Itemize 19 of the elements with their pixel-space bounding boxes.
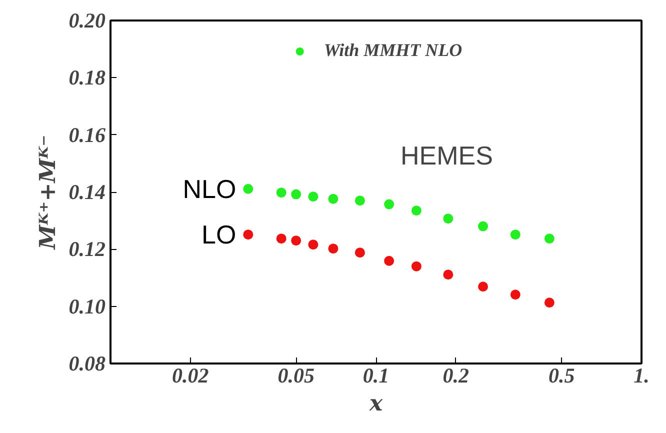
annotation: NLO [182, 174, 236, 204]
x-tick-label: 0.2 [442, 364, 470, 388]
x-axis-title: x [368, 390, 384, 416]
y-axis-title: Mᴷ⁺+Mᴷ⁻ [34, 134, 61, 250]
y-tick-label: 0.10 [68, 294, 106, 318]
annotation: LO [201, 220, 236, 250]
x-tick-label: 0.5 [548, 364, 575, 388]
x-tick-label: 1. [634, 364, 650, 388]
y-tick-label: 0.16 [68, 122, 106, 147]
x-tick-label: 0.1 [362, 364, 390, 388]
annotation: HEMES [400, 140, 493, 170]
y-tick-label: 0.14 [68, 180, 106, 204]
y-tick-label: 0.12 [68, 237, 106, 262]
y-tick-label: 0.08 [68, 352, 106, 376]
x-tick-label: 0.02 [172, 364, 210, 388]
x-tick-label: 0.05 [278, 364, 314, 388]
y-tick-label: 0.20 [68, 8, 106, 32]
legend-label: With MMHT NLO [324, 40, 462, 61]
y-tick-label: 0.18 [68, 66, 106, 90]
